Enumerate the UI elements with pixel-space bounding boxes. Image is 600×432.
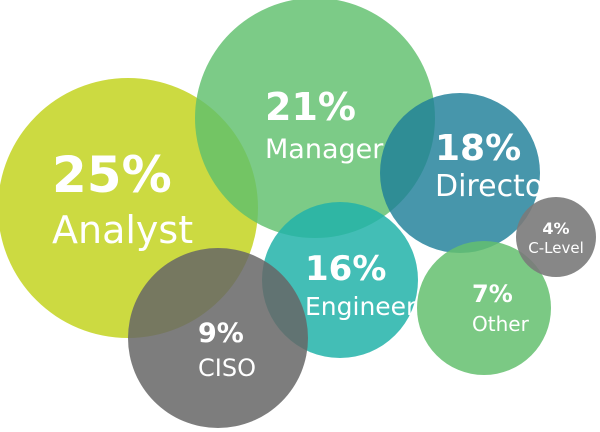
bubble-director-label: Director <box>435 169 556 204</box>
bubble-c-level <box>516 197 596 277</box>
bubble-manager <box>195 0 435 238</box>
bubble-director-percent: 18% <box>435 128 521 169</box>
bubble-other <box>417 241 551 375</box>
bubble-director <box>380 93 540 253</box>
bubble-ciso-percent: 9% <box>198 318 244 349</box>
bubble-ciso-label: CISO <box>198 354 256 382</box>
bubble-other-label: Other <box>472 312 530 336</box>
bubble-c-level-percent: 4% <box>542 219 569 238</box>
bubble-ciso <box>128 248 308 428</box>
bubble-analyst-label: Analyst <box>52 208 193 252</box>
bubble-engineer-label: Engineer <box>305 292 417 321</box>
bubble-manager-percent: 21% <box>265 85 356 129</box>
bubble-c-level-label: C-Level <box>528 239 583 257</box>
bubble-manager-label: Manager <box>265 134 384 165</box>
bubble-engineer-percent: 16% <box>305 249 386 289</box>
bubble-analyst-percent: 25% <box>52 146 172 204</box>
bubble-other-percent: 7% <box>472 280 513 308</box>
